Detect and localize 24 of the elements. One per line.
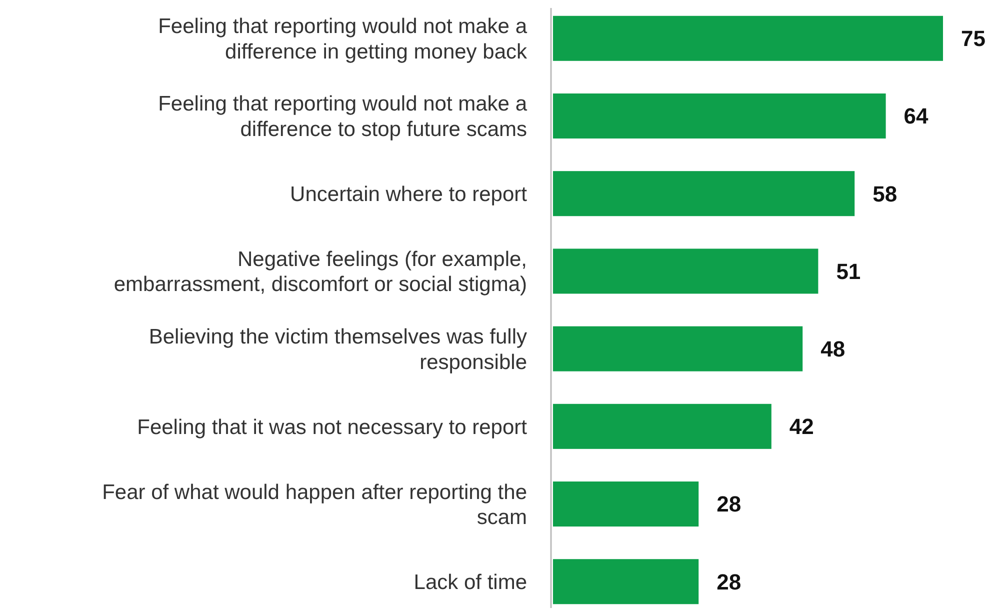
y-tick-label: Uncertain where to report (290, 182, 528, 206)
bar (553, 404, 772, 449)
bar (553, 171, 855, 216)
y-tick-label: Feeling that reporting would not make a difference in getting money back (158, 15, 528, 64)
bar (553, 248, 818, 294)
bar (553, 482, 699, 527)
y-tick-label: Feeling that it was not necessary to report (137, 416, 528, 439)
bar (553, 16, 943, 61)
data-label: 58 (872, 181, 898, 206)
y-tick-label: Believing the victim themselves was fully responsible (148, 326, 528, 374)
bar (553, 326, 803, 372)
y-tick-label: Feeling that reporting would not make a difference to stop future scams (158, 92, 528, 141)
bar (553, 559, 699, 604)
data-label: 75 (961, 26, 986, 52)
bar (553, 93, 886, 138)
y-tick-label: Fear of what would happen after reporting the scam (102, 480, 527, 529)
y-tick-label: Negative feelings (for example, embarrassment, discomfort or social stigma) (114, 248, 527, 296)
data-label: 64 (904, 104, 930, 129)
data-label: 42 (789, 414, 814, 440)
data-label: 28 (716, 569, 742, 594)
y-tick-label: Lack of time (414, 570, 527, 594)
data-label: 48 (820, 336, 846, 362)
data-label: 51 (836, 258, 861, 284)
data-label: 28 (716, 492, 742, 517)
